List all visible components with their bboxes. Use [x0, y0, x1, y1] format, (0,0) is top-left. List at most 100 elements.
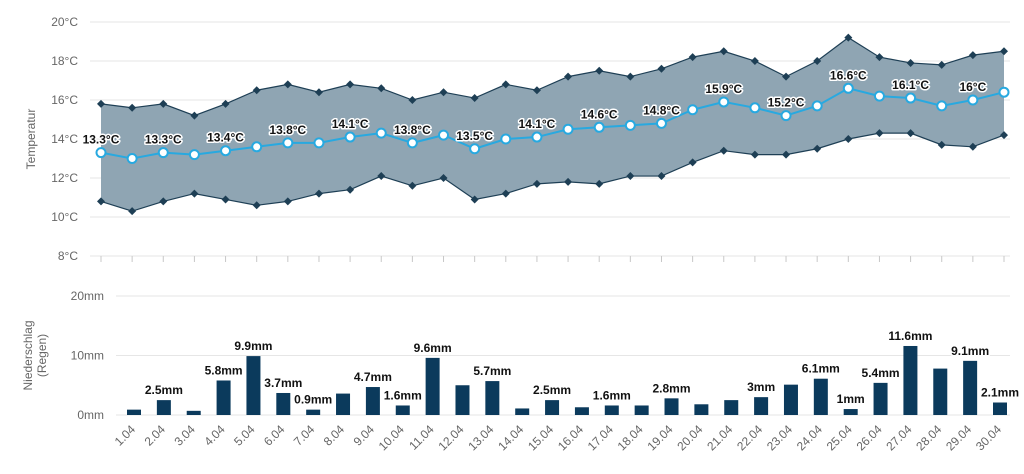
temp-data-label: 14.1°C [332, 117, 369, 131]
temp-mean-point [406, 137, 418, 149]
precipitation-panel: 0mm 10mm 20mm Niederschlag(Regen) 2.5mm 5.8mm… [21, 289, 1021, 453]
temp-min-point [470, 195, 479, 204]
rain-data-label: 1.6mm [593, 388, 631, 402]
temp-min-point [283, 197, 292, 206]
temp-mean-point [998, 86, 1010, 98]
date-tick-label: 5.04 [231, 422, 258, 449]
temp-min-point [532, 179, 541, 188]
rain-bar [485, 381, 500, 415]
rain-bar [425, 357, 440, 415]
temp-min-point [844, 135, 853, 143]
temp-min-point [782, 150, 791, 159]
temp-min-point [221, 195, 230, 204]
rain-data-label: 2.8mm [653, 381, 691, 395]
temp-min-point [906, 129, 915, 138]
temp-mean-point [469, 143, 481, 155]
rain-bar [754, 397, 769, 415]
rain-data-label: 5.7mm [473, 364, 511, 378]
rain-data-label: 0.9mm [294, 393, 332, 407]
temp-mean-point [313, 137, 325, 149]
rain-bar [604, 405, 619, 415]
date-tick-label: 11.04 [406, 422, 437, 453]
date-tick-label: 8.04 [321, 422, 348, 449]
rain-bar [634, 405, 649, 415]
temp-max-point [813, 57, 822, 65]
temp-tick-label: 16°C [51, 93, 78, 107]
temp-mean-point [251, 141, 263, 153]
rain-bar [276, 392, 291, 415]
date-tick-label: 24.04 [794, 422, 825, 453]
rain-data-label: 5.4mm [862, 366, 900, 380]
rain-data-label: 3.7mm [264, 376, 302, 390]
rain-bar [963, 360, 978, 415]
temp-mean-point [438, 129, 450, 141]
temp-min-point [750, 150, 759, 159]
temp-min-point [408, 181, 417, 190]
temp-min-point [128, 207, 137, 216]
temp-data-label: 13.5°C [456, 129, 493, 143]
temp-min-point [657, 172, 666, 181]
date-tick-label: 30.04 [973, 422, 1004, 453]
rain-data-label: 2.1mm [981, 386, 1019, 400]
rain-bar [156, 400, 171, 415]
date-tick-label: 1.04 [112, 422, 139, 449]
temp-data-label: 13.4°C [207, 131, 244, 145]
temp-max-point [190, 111, 199, 120]
date-tick-label: 21.04 [704, 422, 735, 453]
date-tick-label: 20.04 [674, 422, 705, 453]
temp-mean-point [126, 153, 138, 164]
temp-max-point [377, 84, 386, 93]
temp-mean-point [749, 102, 761, 114]
temp-data-label: 13.3°C [145, 133, 182, 147]
temperature-panel: 8°C 10°C 12°C 14°C 16°C 18°C 20°C Temperatur 13.… [24, 15, 1010, 263]
date-tick-label: 28.04 [913, 422, 944, 453]
rain-axis-label: Niederschlag(Regen) [21, 320, 49, 390]
temp-mean-point [344, 131, 356, 143]
temp-max-point [470, 94, 479, 103]
date-tick-label: 2.04 [142, 422, 169, 449]
rain-bar [186, 410, 201, 415]
temp-data-label: 13.3°C [83, 133, 120, 147]
rain-bar [395, 405, 410, 415]
temp-mean-point [936, 100, 948, 112]
date-tick-label: 6.04 [261, 422, 288, 449]
rain-bar [694, 404, 709, 415]
date-tick-label: 9.04 [351, 422, 378, 449]
temp-mean-point [562, 123, 574, 135]
date-tick-label: 4.04 [201, 422, 228, 449]
temp-min-point [564, 177, 573, 186]
temp-mean-point [718, 96, 730, 108]
temp-max-point [501, 80, 510, 89]
temp-max-point [750, 57, 759, 65]
date-tick-label: 22.04 [734, 422, 765, 453]
rain-bar [933, 368, 948, 415]
temp-min-point [968, 142, 977, 151]
date-tick-label: 27.04 [883, 422, 914, 453]
rain-data-label: 6.1mm [802, 362, 840, 376]
temp-max-point [844, 33, 853, 42]
rain-bar [903, 345, 918, 415]
temp-max-point [937, 60, 946, 69]
temp-range-band [101, 37, 1004, 212]
rain-bar [574, 407, 589, 415]
temp-mean-point [967, 94, 979, 106]
rain-bar [664, 398, 679, 415]
rain-data-label: 1.6mm [384, 388, 422, 402]
temp-data-label: 16.1°C [892, 78, 929, 92]
temp-max-point [875, 53, 884, 62]
temp-max-point [97, 99, 105, 108]
temp-max-point [252, 86, 261, 95]
temp-mean-point [780, 110, 792, 122]
temp-data-label: 14.6°C [581, 107, 618, 121]
temp-max-point [906, 58, 915, 67]
temp-max-point [439, 88, 448, 97]
temp-mean-point [95, 147, 107, 159]
temp-max-point [346, 80, 355, 89]
rain-data-label: 5.8mm [205, 363, 243, 377]
temp-max-point [968, 51, 977, 60]
temp-max-point [283, 80, 292, 89]
rain-data-label: 9.6mm [414, 341, 452, 355]
temp-mean-point [811, 100, 823, 112]
date-tick-label: 16.04 [555, 422, 586, 453]
